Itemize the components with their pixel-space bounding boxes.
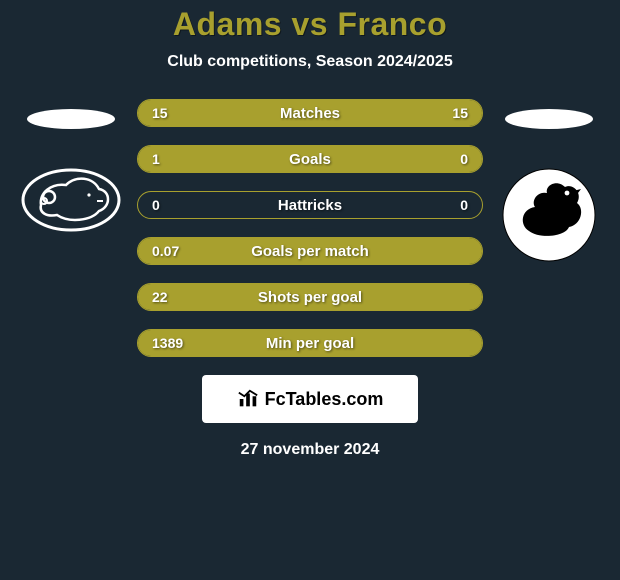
- chart-icon: [237, 388, 259, 410]
- stat-value-right: 15: [452, 105, 468, 121]
- stat-bar: 0.07 Goals per match: [137, 237, 483, 265]
- stat-label: Hattricks: [278, 197, 342, 214]
- stat-label: Matches: [280, 105, 340, 122]
- left-team-column: [21, 99, 121, 235]
- page-title: Adams vs Franco: [173, 6, 447, 43]
- branding-badge: FcTables.com: [202, 375, 418, 423]
- stat-value-left: 0.07: [152, 243, 179, 259]
- stat-label: Min per goal: [266, 335, 354, 352]
- stat-value-right: 0: [460, 151, 468, 167]
- stat-bar: 22 Shots per goal: [137, 283, 483, 311]
- stat-value-right: 0: [460, 197, 468, 213]
- stat-value-left: 0: [152, 197, 160, 213]
- stat-bar-fill-right: [401, 146, 482, 172]
- stat-bar: 0 0 Hattricks: [137, 191, 483, 219]
- comparison-card: Adams vs Franco Club competitions, Seaso…: [0, 0, 620, 580]
- branding-text: FcTables.com: [265, 389, 384, 410]
- swansea-city-logo: [499, 165, 599, 265]
- stat-value-left: 1389: [152, 335, 183, 351]
- comparison-body: 15 15 Matches 1 0 Goals 0 0 Hattricks 0.07 Goals p…: [0, 99, 620, 357]
- team-banner-oval-right: [503, 105, 595, 133]
- stat-value-left: 22: [152, 289, 168, 305]
- stat-value-left: 15: [152, 105, 168, 121]
- derby-county-logo: [21, 165, 121, 235]
- stats-bars: 15 15 Matches 1 0 Goals 0 0 Hattricks 0.07 Goals p…: [137, 99, 483, 357]
- right-team-column: [499, 99, 599, 265]
- comparison-date: 27 november 2024: [241, 441, 380, 459]
- stat-bar: 1389 Min per goal: [137, 329, 483, 357]
- stat-bar: 15 15 Matches: [137, 99, 483, 127]
- stat-label: Goals: [289, 151, 331, 168]
- stat-label: Goals per match: [251, 243, 369, 260]
- stat-bar-fill-left: [138, 146, 401, 172]
- stat-label: Shots per goal: [258, 289, 362, 306]
- stat-value-left: 1: [152, 151, 160, 167]
- page-subtitle: Club competitions, Season 2024/2025: [167, 53, 452, 71]
- stat-bar: 1 0 Goals: [137, 145, 483, 173]
- team-banner-oval-left: [25, 105, 117, 133]
